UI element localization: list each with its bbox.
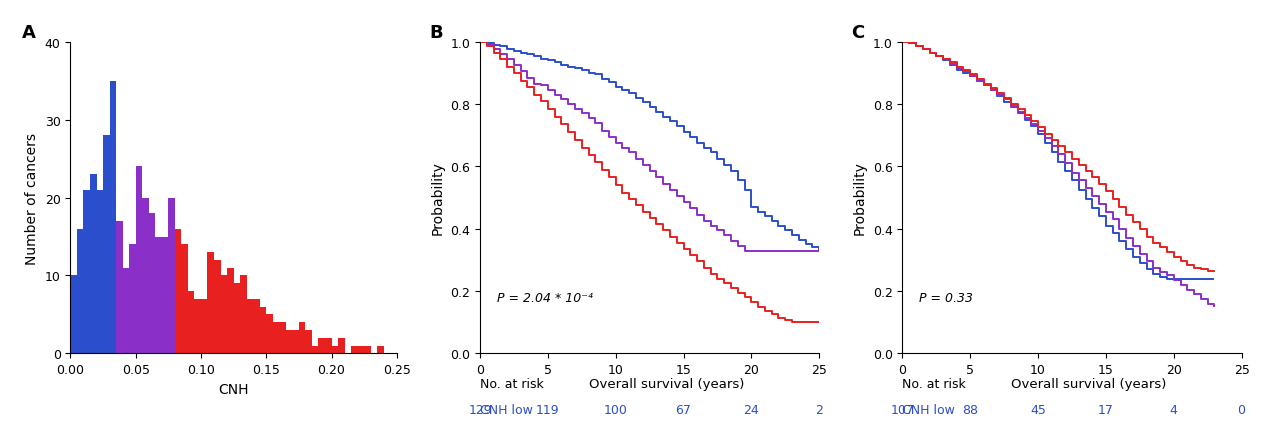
Bar	[241, 276, 247, 354]
Bar	[83, 190, 90, 354]
Text: C: C	[851, 24, 865, 42]
Bar	[351, 346, 357, 354]
Text: B: B	[429, 24, 443, 42]
Bar	[110, 81, 116, 354]
Bar	[207, 253, 214, 354]
Text: 119: 119	[536, 403, 559, 415]
Text: No. at risk: No. at risk	[480, 377, 544, 390]
Bar	[129, 245, 136, 354]
Bar	[116, 222, 123, 354]
Bar	[332, 346, 338, 354]
Bar	[364, 346, 371, 354]
Bar	[266, 315, 273, 354]
Bar	[148, 214, 155, 354]
Bar	[155, 237, 161, 354]
Bar	[70, 276, 77, 354]
Bar	[260, 307, 266, 354]
Text: 107: 107	[891, 403, 914, 415]
Y-axis label: Probability: Probability	[854, 161, 867, 235]
Bar	[214, 260, 220, 354]
Bar	[227, 268, 233, 354]
Bar	[182, 245, 188, 354]
Bar	[77, 229, 83, 354]
Bar	[136, 167, 142, 354]
Bar	[292, 330, 300, 354]
Bar	[96, 190, 104, 354]
Text: 88: 88	[963, 403, 978, 415]
Bar	[233, 284, 241, 354]
Text: 17: 17	[1098, 403, 1114, 415]
Text: 24: 24	[744, 403, 759, 415]
Text: 2: 2	[815, 403, 823, 415]
Text: 67: 67	[676, 403, 691, 415]
X-axis label: CNH: CNH	[219, 382, 248, 396]
Y-axis label: Probability: Probability	[431, 161, 444, 235]
Text: A: A	[22, 24, 36, 42]
Bar	[312, 346, 319, 354]
Bar	[161, 237, 169, 354]
Bar	[378, 346, 384, 354]
Y-axis label: Number of cancers: Number of cancers	[26, 132, 40, 264]
Bar	[104, 136, 110, 354]
Bar	[253, 299, 260, 354]
Bar	[285, 330, 292, 354]
Bar	[90, 175, 96, 354]
Text: 129: 129	[468, 403, 492, 415]
Bar	[306, 330, 312, 354]
Text: Overall survival (years): Overall survival (years)	[589, 377, 744, 390]
Text: P = 0.33: P = 0.33	[919, 291, 973, 304]
Bar	[325, 338, 332, 354]
Text: No. at risk: No. at risk	[902, 377, 966, 390]
Bar	[300, 322, 306, 354]
Bar	[319, 338, 325, 354]
Text: P = 2.04 * 10⁻⁴: P = 2.04 * 10⁻⁴	[497, 291, 593, 304]
Bar	[188, 291, 195, 354]
Bar	[175, 229, 182, 354]
Text: 4: 4	[1170, 403, 1178, 415]
Bar	[273, 322, 279, 354]
Bar	[220, 276, 227, 354]
Text: 100: 100	[604, 403, 627, 415]
Text: Overall survival (years): Overall survival (years)	[1011, 377, 1166, 390]
Bar	[279, 322, 285, 354]
Bar	[357, 346, 364, 354]
Text: 45: 45	[1030, 403, 1046, 415]
Bar	[338, 338, 344, 354]
Bar	[201, 299, 207, 354]
Bar	[247, 299, 253, 354]
Bar	[169, 198, 175, 354]
Bar	[142, 198, 148, 354]
Text: CNH low: CNH low	[480, 403, 532, 415]
Bar	[123, 268, 129, 354]
Bar	[195, 299, 201, 354]
Text: CNH low: CNH low	[902, 403, 955, 415]
Text: 0: 0	[1238, 403, 1245, 415]
